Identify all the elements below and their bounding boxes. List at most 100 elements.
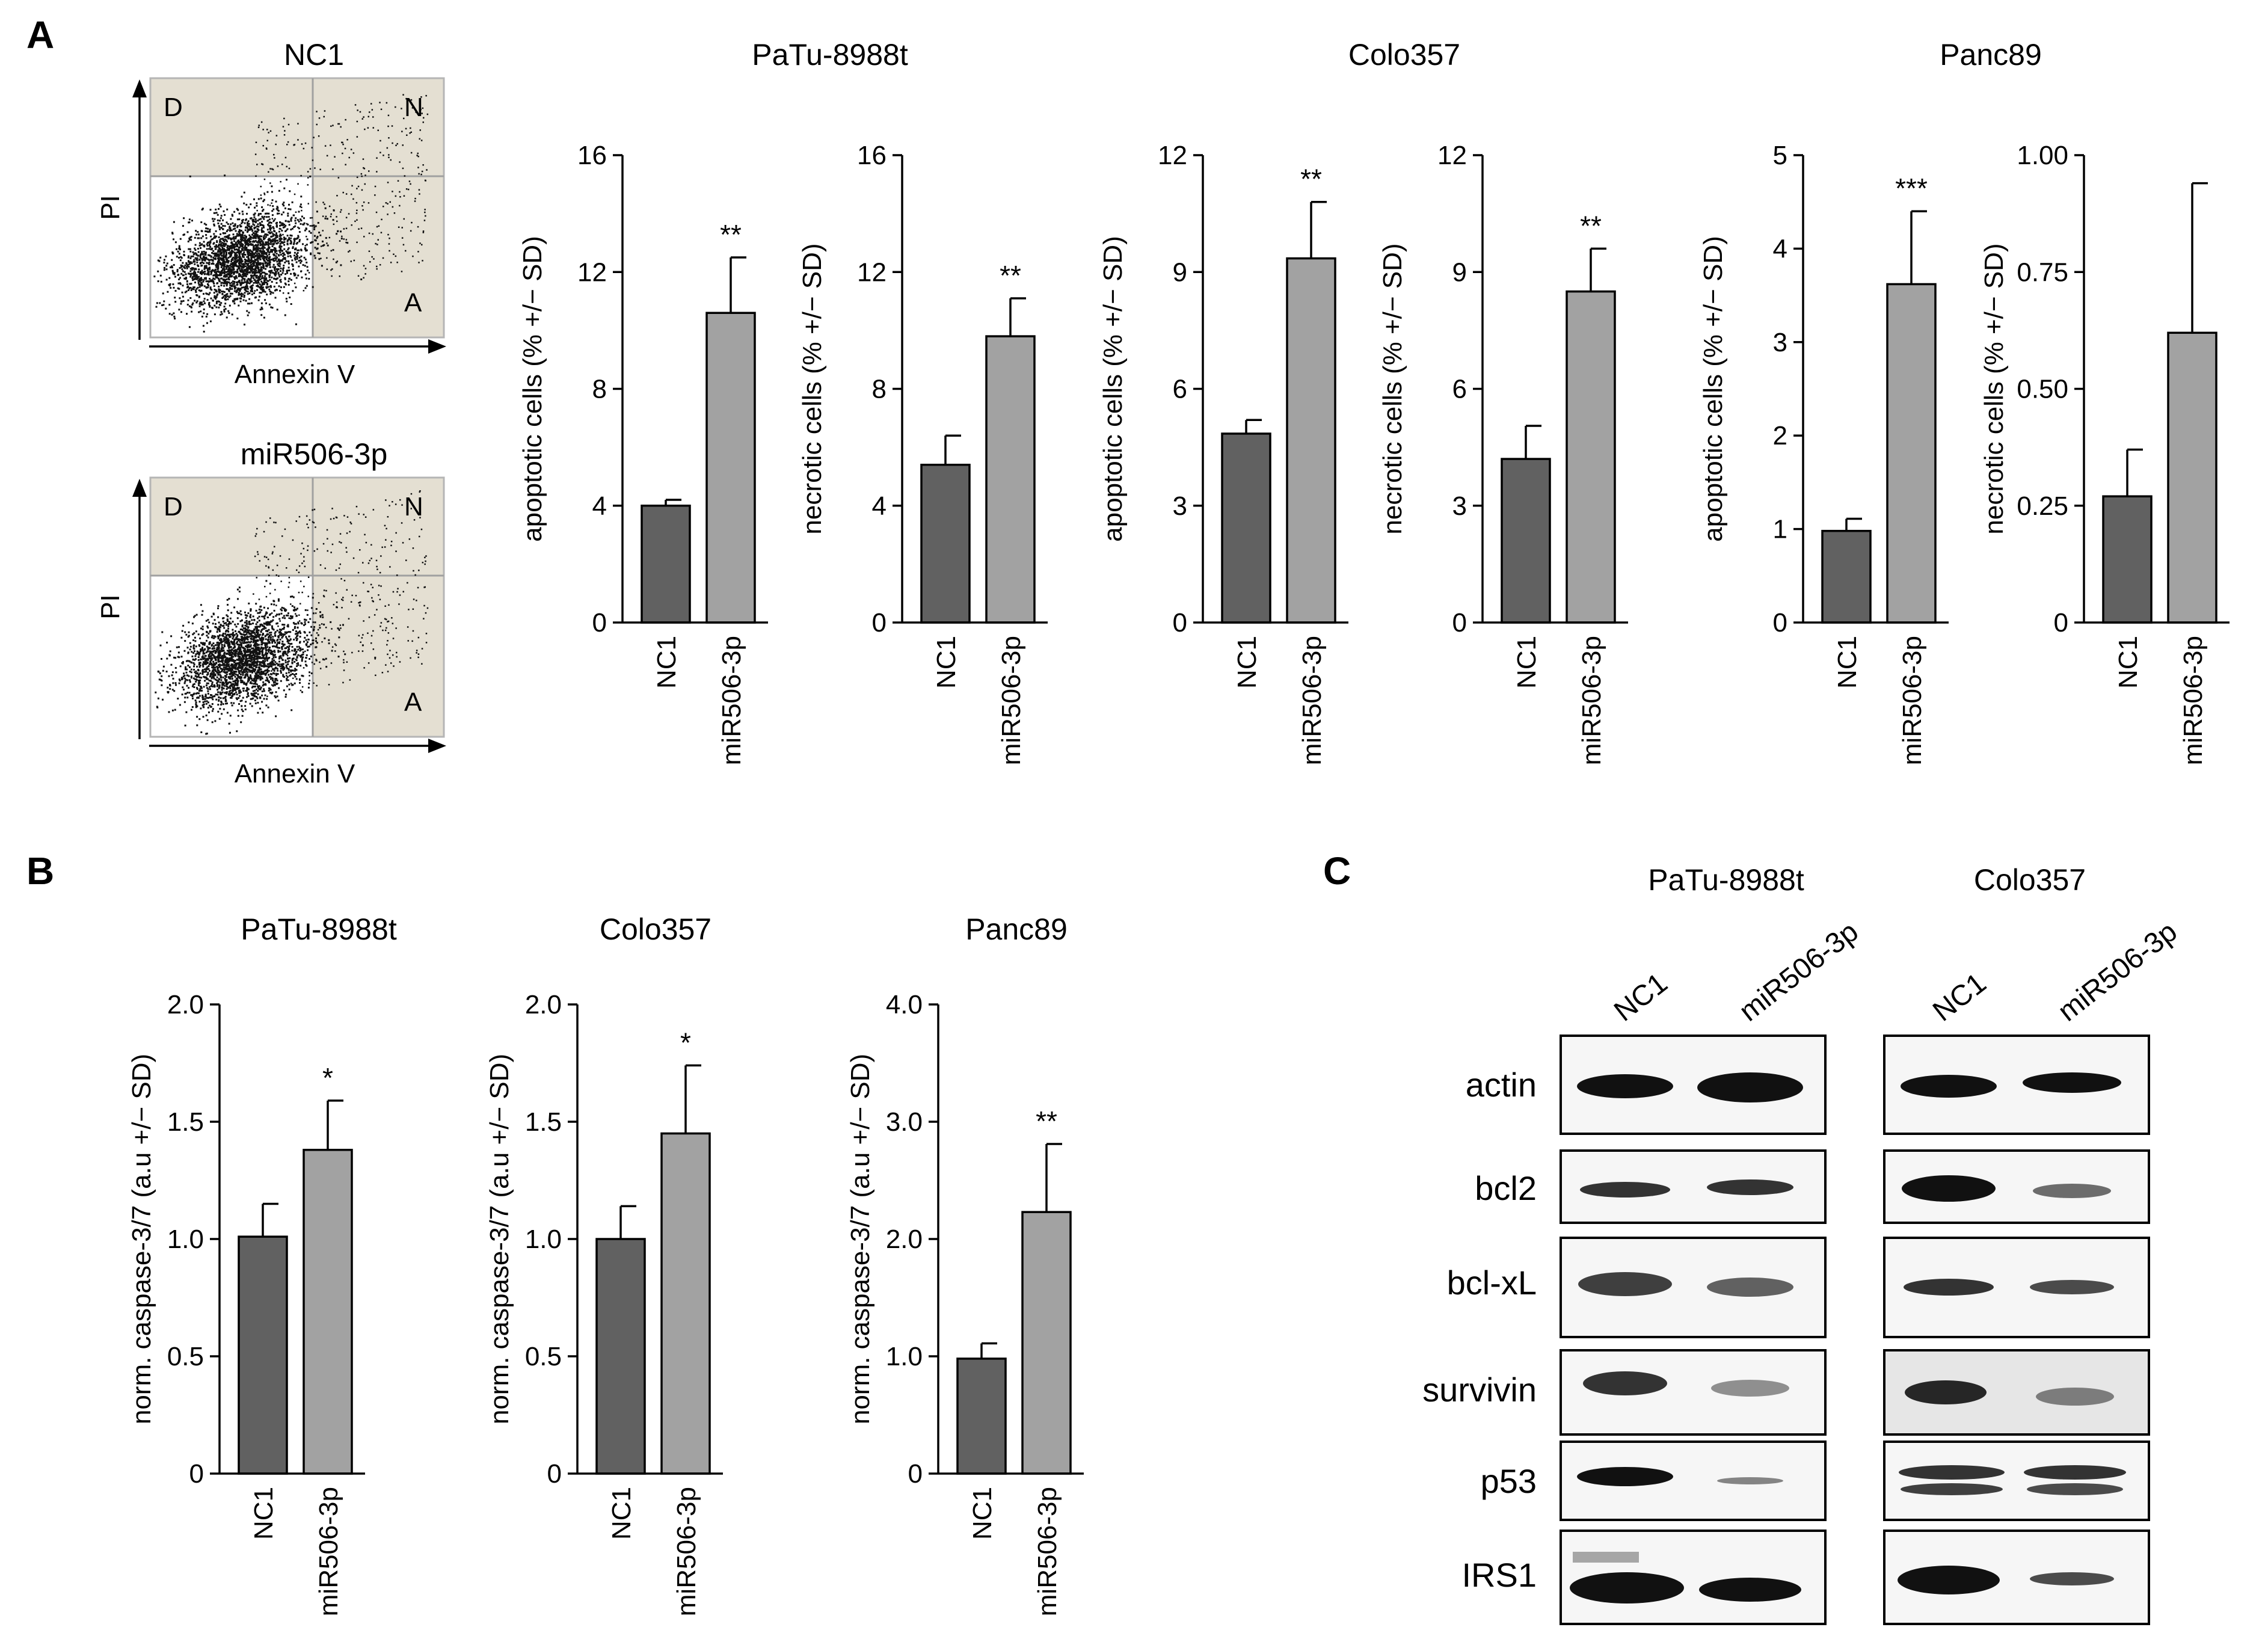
significance-marker: ** (1580, 210, 1602, 241)
y-tick-label: 2.0 (886, 1225, 923, 1254)
y-tick-label: 12 (1437, 141, 1467, 170)
bar-nc1 (920, 464, 971, 624)
y-tick-label: 9 (1173, 257, 1187, 287)
y-tick-label: 0 (908, 1459, 923, 1489)
flow-frame (149, 476, 445, 738)
blot-colo-irs1 (1883, 1530, 2150, 1625)
significance-marker: ** (720, 219, 742, 250)
y-tick-label: 4.0 (886, 990, 923, 1019)
y-tick-label: 0 (1452, 608, 1467, 638)
category-label: NC1 (607, 1487, 636, 1540)
y-tick-label: 1 (1773, 515, 1787, 544)
chart-a6-panc-necrotic: 0 0.25 0.50 0.75 1.00 necrotic cells (% +/− S… (1979, 141, 2230, 765)
blot-patu-survivin (1560, 1349, 1827, 1436)
blot-patu-bcl2 (1560, 1149, 1827, 1224)
significance-marker: ** (1036, 1105, 1057, 1137)
western-blot: PaTu-8988t Colo357 NC1 miR506-3p NC1 miR… (1422, 863, 2183, 1625)
bar-nc1 (641, 505, 691, 624)
y-tick-label: 0.5 (167, 1342, 204, 1371)
y-axis-label: necrotic cells (% +/− SD) (1979, 243, 2009, 534)
arrow-right-icon (428, 339, 446, 354)
blot-patu-irs1 (1560, 1530, 1827, 1625)
y-tick-label: 3.0 (886, 1107, 923, 1137)
y-tick-label: 12 (577, 257, 607, 287)
wb-title-colo357: Colo357 (1974, 863, 2086, 897)
significance-marker: ** (1300, 164, 1322, 195)
group-title-colo357: Colo357 (1348, 38, 1460, 72)
y-tick-label: 6 (1173, 375, 1187, 404)
y-tick-label: 0.5 (525, 1342, 562, 1371)
quadrant-a (313, 176, 444, 337)
group-title-panc89: Panc89 (1940, 38, 2042, 72)
blot-colo-p53 (1883, 1441, 2150, 1521)
lane-label-nc1: NC1 (1608, 967, 1673, 1028)
y-tick-label: 0 (1173, 608, 1187, 638)
scatter-dots (153, 94, 429, 333)
category-label: miR506-3p (314, 1487, 343, 1616)
chart-b3-panc-caspase: Panc89 0 1.0 2.0 3.0 4.0 norm. caspase-3/7 (a.… (846, 912, 1084, 1616)
category-label: NC1 (1833, 636, 1862, 689)
significance-marker: * (322, 1062, 333, 1093)
category-label: miR506-3p (1297, 636, 1327, 765)
y-tick-label: 5 (1773, 141, 1787, 170)
flow-title: miR506-3p (241, 437, 388, 471)
group-title-patu: PaTu-8988t (752, 38, 908, 72)
flow-title: NC1 (284, 38, 344, 72)
y-tick-label: 16 (857, 141, 887, 170)
y-tick-label: 4 (1773, 234, 1787, 263)
y-tick-label: 3 (1773, 328, 1787, 357)
significance-marker: *** (1895, 173, 1928, 204)
category-label: miR506-3p (672, 1487, 701, 1616)
pi-label: PI (96, 594, 125, 620)
annexin-label: Annexin V (235, 360, 355, 389)
panel-letter-b: B (26, 849, 54, 893)
protein-label-actin: actin (1466, 1066, 1537, 1104)
chart-title: PaTu-8988t (241, 912, 397, 946)
panel-letter-a: A (26, 13, 54, 57)
chart-a3-colo-apoptotic: 0 3 6 9 12 apoptotic cells (% +/− SD) NC1 ** miR… (1098, 141, 1348, 765)
blot-patu-p53 (1560, 1441, 1827, 1521)
chart-a5-panc-apoptotic: 0 1 2 3 4 5 apoptotic cells (% +/− SD) NC1 *** mi… (1698, 141, 1949, 765)
y-tick-label: 1.0 (167, 1225, 204, 1254)
bar-mir506-3p (303, 1149, 353, 1475)
scatter-points (153, 94, 429, 333)
category-label: NC1 (249, 1487, 278, 1540)
bar-nc1 (238, 1235, 288, 1475)
category-label: NC1 (968, 1487, 997, 1540)
category-label: miR506-3p (717, 636, 746, 765)
arrow-up-icon (132, 79, 147, 97)
scatter-dots (155, 490, 429, 735)
pi-label: PI (96, 195, 125, 220)
y-tick-label: 4 (872, 491, 887, 521)
bar-nc1 (2102, 495, 2153, 624)
category-label: miR506-3p (2178, 636, 2208, 765)
category-label: miR506-3p (1577, 636, 1606, 765)
y-tick-label: 0 (189, 1459, 204, 1489)
bar-nc1 (1501, 458, 1551, 624)
chart-a2-patu-necrotic: 0 4 8 12 16 necrotic cells (% +/− SD) NC1 ** miR… (797, 141, 1048, 765)
y-tick-label: 1.0 (525, 1225, 562, 1254)
blot-colo-survivin (1883, 1349, 2150, 1436)
y-tick-label: 0 (872, 608, 887, 638)
chart-a4-colo-necrotic: 0 3 6 9 12 necrotic cells (% +/− SD) NC1 ** miR5… (1378, 141, 1628, 765)
bar-nc1 (595, 1238, 646, 1475)
quadrant-n-label: N (404, 93, 423, 122)
category-label: NC1 (652, 636, 681, 689)
y-tick-label: 0.50 (2017, 375, 2068, 404)
y-tick-label: 16 (577, 141, 607, 170)
bar-mir506-3p (2167, 331, 2217, 624)
bar-mir506-3p (1021, 1211, 1072, 1475)
y-tick-label: 0.75 (2017, 257, 2068, 287)
y-tick-label: 1.0 (886, 1342, 923, 1371)
quadrant-n-label: N (404, 492, 423, 521)
y-tick-label: 2 (1773, 421, 1787, 450)
y-tick-label: 1.00 (2017, 141, 2068, 170)
y-tick-label: 9 (1452, 257, 1467, 287)
scatter-points (155, 490, 429, 735)
category-label: miR506-3p (1898, 636, 1927, 765)
bar-mir506-3p (1286, 257, 1336, 624)
y-tick-label: 0 (547, 1459, 562, 1489)
chart-title: Panc89 (965, 912, 1068, 946)
lane-label-mir506: miR506-3p (1733, 915, 1864, 1027)
bar-mir506-3p (1886, 283, 1937, 624)
